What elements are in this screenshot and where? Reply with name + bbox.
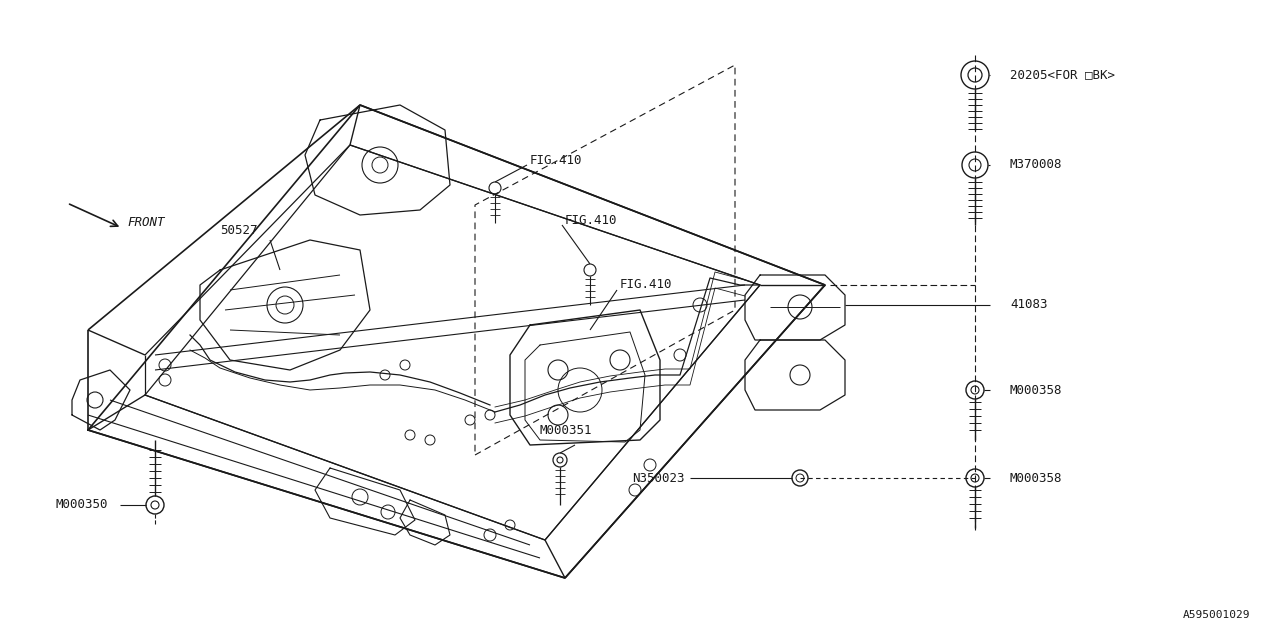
Text: M000351: M000351 bbox=[540, 424, 593, 436]
Text: M000358: M000358 bbox=[1010, 472, 1062, 484]
Text: FIG.410: FIG.410 bbox=[564, 214, 617, 227]
Text: 20205<FOR □BK>: 20205<FOR □BK> bbox=[1010, 68, 1115, 81]
Text: FIG.410: FIG.410 bbox=[620, 278, 672, 291]
Text: M000350: M000350 bbox=[55, 499, 108, 511]
Text: FRONT: FRONT bbox=[127, 216, 165, 230]
Text: 50527: 50527 bbox=[220, 223, 257, 237]
Text: M000358: M000358 bbox=[1010, 383, 1062, 397]
Text: A595001029: A595001029 bbox=[1183, 610, 1251, 620]
Text: 41083: 41083 bbox=[1010, 298, 1047, 312]
Text: N350023: N350023 bbox=[632, 472, 685, 484]
Text: M370008: M370008 bbox=[1010, 159, 1062, 172]
Text: FIG.410: FIG.410 bbox=[530, 154, 582, 166]
